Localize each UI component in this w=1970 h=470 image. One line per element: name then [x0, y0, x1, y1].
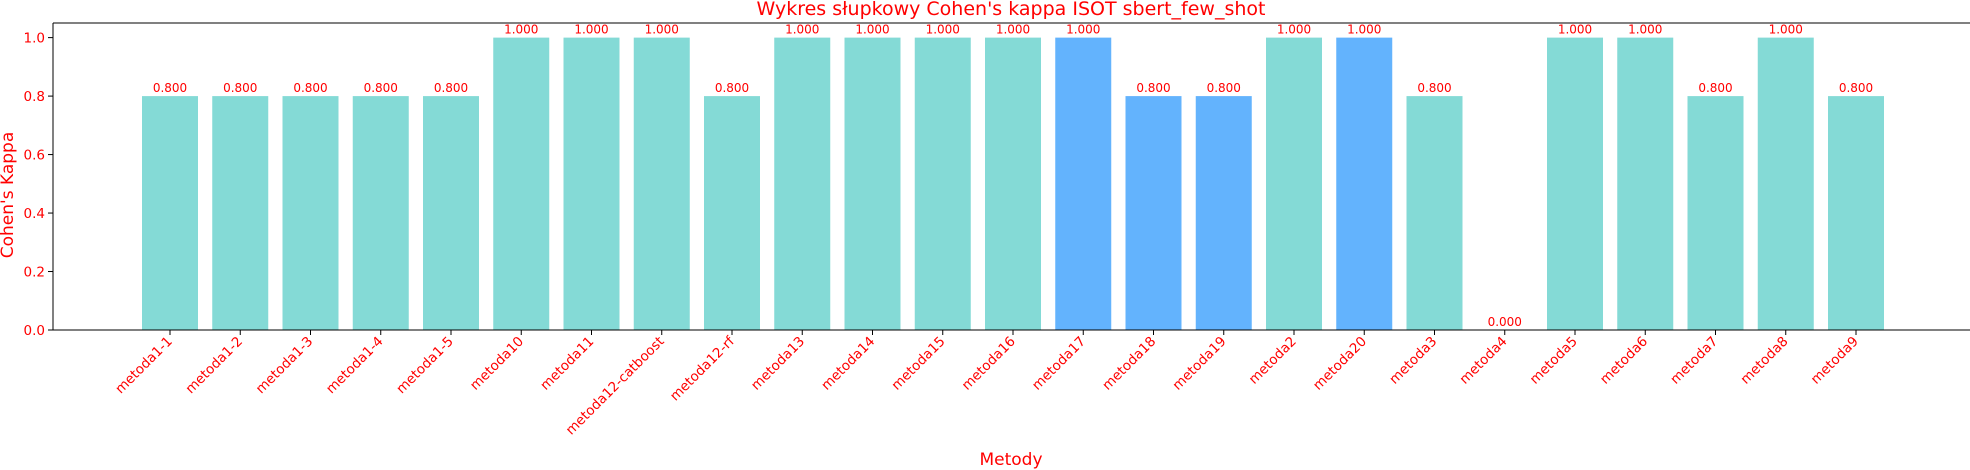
- data-label-metoda9: 0.800: [1839, 81, 1873, 95]
- bar-metoda1-1: [142, 96, 198, 330]
- bar-metoda12-rf: [704, 96, 760, 330]
- bar-metoda11: [563, 37, 620, 330]
- bar-metoda1-2: [212, 96, 269, 330]
- data-label-metoda13: 1.000: [785, 23, 819, 37]
- x-tick-label-metoda8: metoda8: [1738, 334, 1792, 388]
- data-label-metoda10: 1.000: [504, 23, 538, 37]
- bar-metoda3: [1406, 96, 1463, 330]
- data-label-metoda18: 0.800: [1136, 81, 1170, 95]
- bar-metoda17: [1055, 37, 1112, 330]
- data-label-metoda1-5: 0.800: [434, 81, 468, 95]
- x-tick-label-metoda1-5: metoda1-5: [393, 334, 457, 398]
- data-label-metoda16: 1.000: [996, 23, 1030, 37]
- data-label-metoda12-rf: 0.800: [715, 81, 749, 95]
- bar-metoda1-3: [282, 96, 339, 330]
- bar-metoda18: [1125, 96, 1182, 330]
- bar-metoda8: [1757, 37, 1814, 330]
- x-tick-label-metoda9: metoda9: [1808, 334, 1862, 388]
- x-tick-label-metoda13: metoda13: [748, 334, 808, 394]
- x-tick-label-metoda15: metoda15: [888, 334, 948, 394]
- x-tick-label-metoda17: metoda17: [1029, 334, 1089, 394]
- y-tick-label: 0.0: [24, 323, 45, 339]
- plot-area: 0.800 0.800 0.800 0.800 0.800 1.000 1.000 1.000…: [24, 22, 1970, 438]
- data-label-metoda1-1: 0.800: [153, 81, 187, 95]
- x-tick-label-metoda14: metoda14: [818, 334, 878, 394]
- x-tick-label-metoda20: metoda20: [1310, 334, 1370, 394]
- x-tick-label-metoda10: metoda10: [467, 334, 527, 394]
- data-label-metoda1-4: 0.800: [364, 81, 398, 95]
- data-label-metoda15: 1.000: [926, 23, 960, 37]
- data-label-metoda8: 1.000: [1769, 23, 1803, 37]
- bar-metoda2: [1266, 37, 1322, 330]
- bar-metoda16: [985, 37, 1041, 330]
- x-tick-label-metoda12-rf: metoda12-rf: [667, 333, 739, 405]
- x-tick-label-metoda1-1: metoda1-1: [112, 334, 176, 398]
- data-label-metoda4: 0.000: [1488, 315, 1522, 329]
- x-tick-label-metoda11: metoda11: [537, 334, 597, 394]
- data-label-metoda11: 1.000: [574, 23, 608, 37]
- x-tick-label-metoda7: metoda7: [1667, 334, 1721, 388]
- bar-metoda14: [844, 37, 901, 330]
- data-label-metoda19: 0.800: [1207, 81, 1241, 95]
- y-axis-label: Cohen's Kappa: [0, 132, 18, 258]
- data-label-metoda14: 1.000: [855, 23, 889, 37]
- bar-metoda7: [1687, 96, 1744, 330]
- bar-metoda1-5: [423, 96, 479, 330]
- y-tick-label: 0.6: [24, 148, 45, 164]
- bar-metoda9: [1828, 96, 1884, 330]
- y-tick-label: 0.4: [24, 206, 45, 222]
- x-tick-label-metoda18: metoda18: [1099, 334, 1159, 394]
- y-tick-label: 0.2: [24, 265, 45, 281]
- data-label-metoda20: 1.000: [1347, 23, 1381, 37]
- bar-metoda5: [1547, 37, 1603, 330]
- y-tick-label: 1.0: [24, 31, 45, 47]
- bar-metoda20: [1336, 37, 1393, 330]
- data-label-metoda17: 1.000: [1066, 23, 1100, 37]
- chart-title: Wykres słupkowy Cohen's kappa ISOT sbert…: [757, 0, 1266, 20]
- bar-metoda19: [1195, 96, 1252, 330]
- data-label-metoda12-catboost: 1.000: [645, 23, 679, 37]
- x-tick-label-metoda2: metoda2: [1246, 334, 1300, 388]
- data-label-metoda1-2: 0.800: [223, 81, 257, 95]
- x-tick-label-metoda6: metoda6: [1597, 334, 1651, 388]
- x-tick-label-metoda5: metoda5: [1527, 334, 1581, 388]
- data-label-metoda6: 1.000: [1628, 23, 1662, 37]
- bar-metoda6: [1617, 37, 1674, 330]
- x-tick-label-metoda1-4: metoda1-4: [323, 334, 387, 398]
- x-tick-label-metoda3: metoda3: [1386, 334, 1440, 388]
- bar-metoda13: [774, 37, 831, 330]
- bar-metoda10: [493, 37, 550, 330]
- x-tick-label-metoda1-3: metoda1-3: [253, 334, 317, 398]
- y-tick-label: 0.8: [24, 89, 45, 105]
- data-label-metoda5: 1.000: [1558, 23, 1592, 37]
- bar-metoda1-4: [352, 96, 409, 330]
- data-label-metoda3: 0.800: [1417, 81, 1451, 95]
- x-tick-label-metoda1-2: metoda1-2: [183, 334, 247, 398]
- x-tick-label-metoda4: metoda4: [1457, 334, 1511, 388]
- x-tick-label-metoda16: metoda16: [959, 334, 1019, 394]
- data-label-metoda1-3: 0.800: [293, 81, 327, 95]
- bar-metoda12-catboost: [633, 37, 690, 330]
- x-tick-label-metoda19: metoda19: [1169, 334, 1229, 394]
- x-axis-label: Metody: [979, 450, 1042, 470]
- data-label-metoda7: 0.800: [1698, 81, 1732, 95]
- bar-metoda15: [914, 37, 971, 330]
- data-label-metoda2: 1.000: [1277, 23, 1311, 37]
